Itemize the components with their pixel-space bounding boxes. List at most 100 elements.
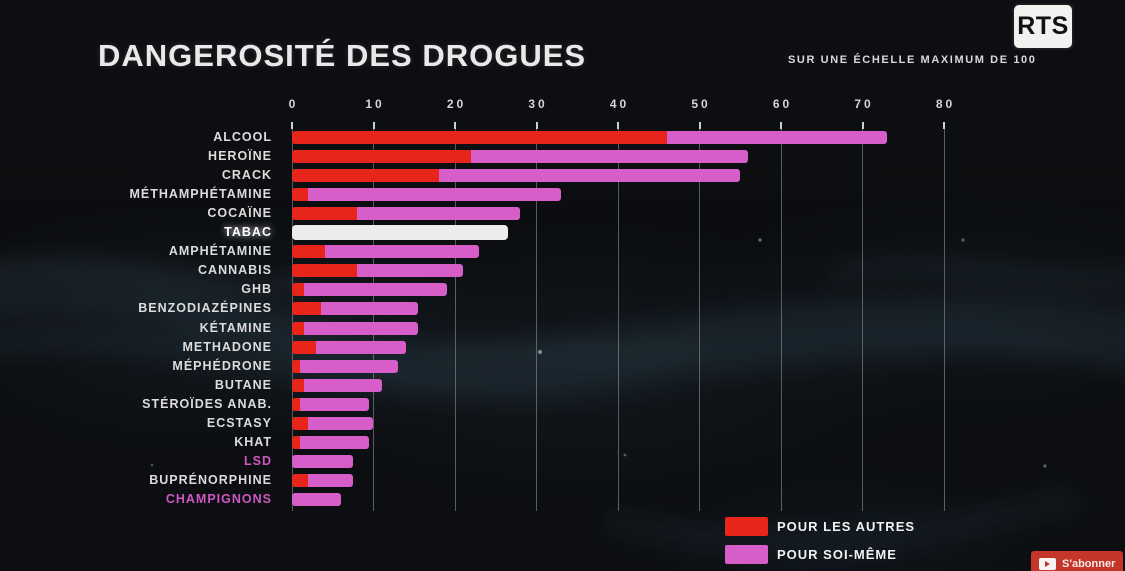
axis-tick-label: 40 [609, 97, 630, 111]
bar-track [292, 397, 370, 411]
bar-track [292, 245, 480, 259]
bar-track [292, 225, 508, 240]
bar-track [292, 359, 398, 373]
subscribe-button[interactable]: S'abonner [1031, 551, 1124, 571]
bar-segment-self [304, 321, 419, 335]
rts-logo-text: RTS [1017, 12, 1069, 40]
bar-track [292, 321, 419, 335]
bar-row: ECSTASY [0, 416, 1125, 430]
bar-segment-self [357, 264, 464, 278]
bar-segment-self [320, 302, 419, 316]
axis-tick-mark [861, 122, 864, 129]
bar-label: KHAT [234, 435, 272, 450]
bar-segment-others [292, 474, 309, 488]
legend: POUR LES AUTRES POUR SOI-MÊME [725, 517, 915, 571]
bar-label: BUTANE [214, 377, 272, 392]
axis-tick-label: 80 [935, 97, 956, 111]
bar-row: CRACK [0, 167, 1125, 182]
bar-segment-self [300, 359, 398, 373]
legend-swatch-self [725, 545, 768, 564]
gridline [454, 122, 456, 511]
legend-label-others: POUR LES AUTRES [777, 519, 916, 534]
bar-segment-others [292, 187, 309, 201]
bar-row: METHADONE [0, 340, 1125, 354]
bar-row: ALCOOL [0, 129, 1125, 144]
bar-track [292, 436, 370, 450]
bar-track [292, 340, 407, 354]
bar-segment-self [308, 187, 561, 201]
bar-segment-others [292, 436, 301, 450]
bar-label: COCAÏNE [207, 205, 272, 220]
rts-logo: RTS [1014, 5, 1072, 48]
gridline [699, 122, 700, 511]
bar-segment-others [292, 264, 358, 278]
bar-label: TABAC [224, 225, 272, 239]
bar-label: STÉROÏDES ANAB. [142, 396, 272, 411]
bar-segment-self [324, 245, 480, 259]
axis-tick-label: 0 [288, 97, 299, 111]
gridline [536, 122, 537, 511]
legend-item-others: POUR LES AUTRES [725, 517, 915, 536]
axis-tick-mark [943, 122, 945, 129]
bar-label: HEROÏNE [208, 148, 272, 163]
axis-tick-label: 20 [446, 97, 467, 111]
legend-label-self: POUR SOI-MÊME [777, 547, 897, 562]
bar-row: MÉPHÉDRONE [0, 359, 1125, 373]
gridline [373, 122, 374, 511]
axis-tick-mark [698, 122, 701, 129]
bar-segment-self [292, 455, 354, 469]
chart-title: DANGEROSITÉ DES DROGUES [98, 38, 587, 73]
bar-track [292, 264, 464, 278]
chart-subtitle: SUR UNE ÉCHELLE MAXIMUM DE 100 [788, 54, 1037, 66]
bar-track [292, 493, 341, 507]
bar-segment-others [292, 302, 321, 316]
bar-label: LSD [244, 454, 272, 469]
bar-segment-others [292, 206, 358, 220]
bar-label: CRACK [221, 167, 272, 182]
bar-row: CANNABIS [0, 263, 1125, 278]
bar-label: CANNABIS [198, 263, 272, 278]
bar-label: AMPHÉTAMINE [168, 244, 272, 259]
bar-track [292, 168, 741, 182]
bar-track [292, 455, 354, 469]
bar-segment-others [292, 245, 325, 259]
bar-track [292, 283, 447, 297]
gridline [943, 122, 945, 511]
bar-highlight [292, 225, 508, 240]
youtube-play-icon [1039, 558, 1056, 570]
axis-tick-label: 10 [365, 97, 385, 111]
bar-row: CHAMPIGNONS [0, 492, 1125, 507]
bar-segment-others [292, 378, 305, 392]
bar-row: KHAT [0, 435, 1125, 450]
bar-row: MÉTHAMPHÉTAMINE [0, 186, 1125, 201]
bar-label: ECSTASY [206, 416, 272, 430]
bar-segment-self [300, 397, 370, 411]
bar-row: GHB [0, 282, 1125, 297]
bar-label: ALCOOL [213, 129, 272, 144]
bar-track [292, 130, 887, 144]
legend-swatch-others [725, 517, 768, 536]
subscribe-label: S'abonner [1062, 558, 1116, 570]
axis-tick-mark [617, 122, 619, 129]
bar-segment-others [292, 168, 439, 182]
gridline [291, 122, 293, 511]
bar-track [292, 187, 561, 201]
bar-segment-self [304, 283, 447, 297]
bar-row: HEROÏNE [0, 148, 1125, 163]
bar-segment-self [666, 130, 887, 144]
bar-label: BENZODIAZÉPINES [138, 301, 272, 316]
axis-tick-label: 70 [854, 97, 874, 111]
bar-track [292, 474, 354, 488]
bar-segment-self [357, 206, 521, 220]
axis-tick-label: 30 [528, 97, 548, 111]
bar-segment-self [292, 493, 341, 507]
bar-segment-self [438, 168, 741, 182]
bar-label: KÉTAMINE [199, 320, 272, 335]
bar-segment-self [471, 149, 749, 163]
gridline [617, 122, 619, 511]
bar-row: COCAÏNE [0, 205, 1125, 220]
axis-tick-label: 60 [772, 97, 793, 111]
bar-label: MÉTHAMPHÉTAMINE [129, 186, 272, 201]
